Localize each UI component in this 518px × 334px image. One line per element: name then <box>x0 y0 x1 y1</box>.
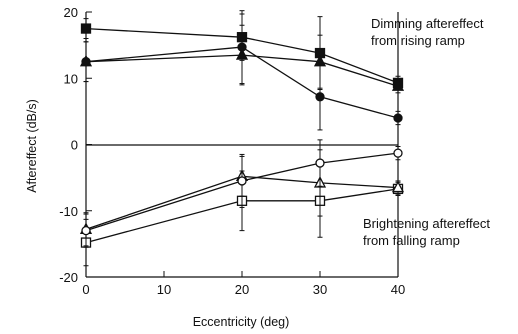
circle-marker <box>315 92 325 102</box>
series-line <box>85 152 399 232</box>
ticks: 0 10 20 30 40 -20 -10 0 10 20 <box>59 5 405 297</box>
series-layer <box>79 10 405 267</box>
x-tick-label: 0 <box>82 282 89 297</box>
circle-marker <box>393 148 403 158</box>
x-tick-label: 10 <box>157 282 171 297</box>
x-tick-label: 30 <box>313 282 327 297</box>
circle-marker <box>81 225 91 236</box>
annotation-dimming-line1: Dimming aftereffect <box>371 16 484 31</box>
series-circle-filled <box>81 10 403 131</box>
y-tick-label: 0 <box>71 138 78 153</box>
y-axis-title: Aftereffect (dB/s) <box>25 99 39 193</box>
circle-marker <box>315 158 325 168</box>
series-line <box>85 188 399 244</box>
y-tick-label: 20 <box>64 5 78 20</box>
x-axis-title: Eccentricity (deg) <box>193 315 290 329</box>
y-tick-label: 10 <box>64 71 78 86</box>
series-circle-open <box>81 139 403 248</box>
annotation-dimming-line2: from rising ramp <box>371 33 465 48</box>
annotation-brightening-line1: Brightening aftereffect <box>363 216 490 231</box>
y-tick-label: -20 <box>59 270 78 285</box>
circle-marker <box>81 57 91 67</box>
series-line <box>85 54 399 87</box>
y-tick-label: -10 <box>59 204 78 219</box>
circle-marker <box>237 42 247 52</box>
x-tick-label: 40 <box>391 282 405 297</box>
series-line <box>85 46 399 119</box>
triangle-marker <box>391 180 405 193</box>
series-line <box>85 175 399 230</box>
x-tick-label: 20 <box>235 282 249 297</box>
annotation-brightening-line2: from falling ramp <box>363 233 460 248</box>
circle-marker <box>393 113 403 123</box>
series-line <box>85 27 399 84</box>
triangle-marker <box>391 79 405 91</box>
square-marker <box>80 23 92 34</box>
circle-marker <box>237 176 247 186</box>
